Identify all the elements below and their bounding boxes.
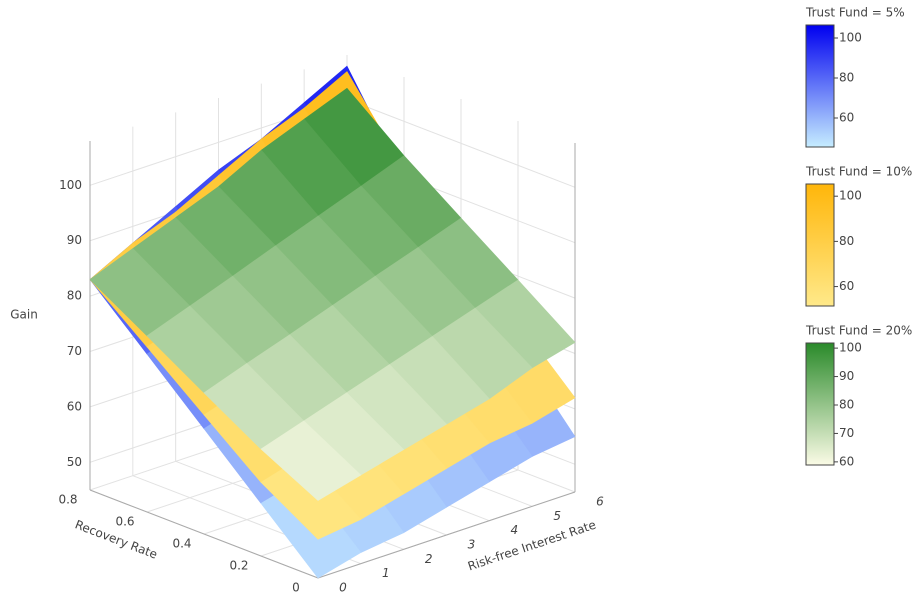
colorbar-tick-label: 100 — [839, 31, 862, 45]
x-tick-label: 0 — [339, 581, 347, 595]
x-tick-label: 1 — [382, 566, 390, 580]
colorbar-tick-label: 90 — [839, 369, 854, 383]
colorbar-tick-label: 80 — [839, 71, 854, 85]
colorbar-tick-label: 70 — [839, 426, 854, 440]
z-tick-label: 60 — [67, 399, 82, 413]
z-axis-title: Gain — [10, 308, 38, 322]
x-tick-label: 3 — [468, 538, 476, 552]
colorbar-tick-label: 100 — [839, 341, 862, 355]
colorbar — [805, 342, 835, 466]
surface — [89, 87, 576, 501]
axis-line — [89, 489, 319, 579]
y-tick-label: 0.2 — [229, 559, 248, 573]
y-tick-label: 0.6 — [115, 515, 134, 529]
colorbar-tick-label: 60 — [839, 279, 854, 293]
x-tick-label: 6 — [596, 495, 604, 509]
x-tick-label: 2 — [425, 552, 433, 566]
z-tick-label: 90 — [67, 233, 82, 247]
colorbar-title: Trust Fund = 10% — [805, 165, 912, 179]
z-tick-label: 100 — [59, 178, 82, 192]
colorbar-tick-label: 100 — [839, 189, 862, 203]
x-axis-title: Risk-free Interest Rate — [466, 518, 598, 574]
x-tick-label: 4 — [511, 523, 519, 537]
colorbar-tick-label: 80 — [839, 234, 854, 248]
z-tick-label: 70 — [67, 344, 82, 358]
x-tick-label: 5 — [553, 509, 561, 523]
colorbar-tick-label: 80 — [839, 397, 854, 411]
colorbar-title: Trust Fund = 5% — [805, 6, 905, 20]
surface-cell — [260, 420, 362, 501]
z-tick-label: 50 — [67, 455, 82, 469]
colorbar-tick-label: 60 — [839, 454, 854, 468]
colorbar-tick-label: 60 — [839, 111, 854, 125]
colorbar — [805, 183, 835, 307]
colorbar — [805, 24, 835, 148]
axis-line — [317, 491, 576, 579]
y-tick-label: 0 — [292, 581, 300, 595]
z-tick-label: 80 — [67, 289, 82, 303]
y-tick-label: 0.4 — [172, 537, 191, 551]
colorbar-title: Trust Fund = 20% — [805, 324, 912, 338]
y-tick-label: 0.8 — [58, 493, 77, 507]
